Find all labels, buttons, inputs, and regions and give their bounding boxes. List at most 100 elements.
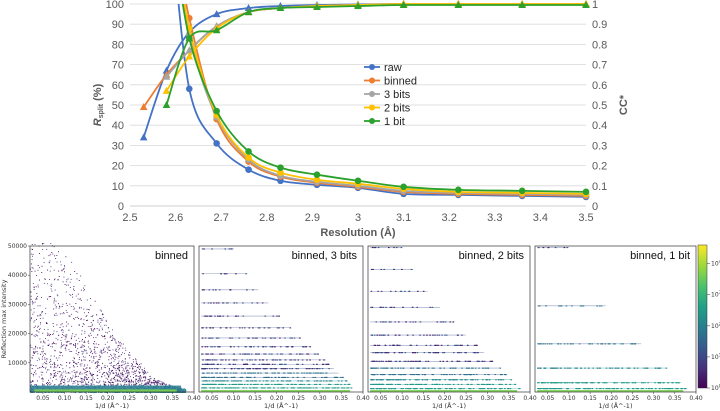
- intensity-point: [61, 323, 63, 325]
- intensity-point: [81, 378, 83, 379]
- intensity-point: [61, 378, 62, 380]
- intensity-point: [56, 294, 58, 296]
- intensity-point: [88, 370, 90, 372]
- intensity-point: [32, 348, 34, 350]
- intensity-point: [159, 383, 161, 385]
- intensity-point: [71, 380, 73, 382]
- intensity-point: [181, 387, 183, 389]
- x-tick-label: 0.10: [395, 395, 409, 402]
- intensity-point: [58, 251, 59, 253]
- intensity-point: [99, 380, 101, 382]
- intensity-point: [75, 334, 77, 336]
- intensity-point: [78, 325, 80, 326]
- intensity-point: [60, 374, 62, 376]
- intensity-point: [83, 378, 85, 380]
- intensity-point: [112, 336, 114, 338]
- intensity-point: [131, 380, 132, 381]
- intensity-point: [90, 326, 92, 327]
- intensity-point: [136, 369, 137, 371]
- intensity-point: [138, 392, 140, 393]
- intensity-point: [84, 370, 86, 372]
- y-tick-label: 40000: [8, 272, 27, 279]
- intensity-point: [88, 312, 89, 314]
- intensity-point: [68, 329, 70, 331]
- x-tick-label: 0.25: [292, 395, 306, 402]
- intensity-point: [66, 279, 68, 281]
- intensity-point: [135, 371, 137, 373]
- intensity-point: [128, 383, 130, 385]
- intensity-point: [112, 373, 114, 374]
- intensity-point: [90, 350, 92, 352]
- intensity-point: [117, 345, 119, 346]
- intensity-point: [51, 363, 53, 365]
- intensity-point: [113, 365, 114, 367]
- intensity-point: [55, 300, 57, 302]
- intensity-point: [101, 375, 103, 377]
- intensity-point: [81, 384, 83, 386]
- intensity-point: [42, 311, 43, 313]
- intensity-point: [80, 346, 82, 348]
- intensity-point: [65, 325, 67, 327]
- intensity-point: [61, 372, 63, 374]
- intensity-point: [65, 344, 67, 346]
- intensity-point: [146, 383, 148, 385]
- intensity-point: [93, 392, 95, 393]
- intensity-point: [122, 361, 124, 363]
- intensity-point: [135, 384, 137, 386]
- intensity-point: [154, 384, 156, 386]
- intensity-point: [101, 352, 103, 353]
- intensity-point: [39, 305, 41, 307]
- intensity-point: [92, 378, 94, 380]
- intensity-point: [144, 376, 146, 377]
- intensity-point: [128, 380, 130, 382]
- intensity-point: [118, 351, 119, 353]
- intensity-point: [88, 377, 90, 378]
- intensity-point: [53, 343, 55, 344]
- panel-frame: [367, 245, 531, 393]
- intensity-point: [92, 360, 94, 362]
- intensity-point: [98, 328, 100, 330]
- intensity-point: [130, 376, 131, 378]
- intensity-point: [94, 362, 96, 363]
- intensity-point: [49, 335, 51, 337]
- intensity-point: [54, 370, 56, 371]
- intensity-point: [33, 335, 35, 337]
- intensity-point: [101, 327, 103, 329]
- intensity-point: [54, 315, 56, 317]
- intensity-point: [86, 299, 88, 301]
- intensity-point: [52, 346, 53, 348]
- intensity-point: [41, 265, 43, 267]
- intensity-point: [37, 284, 39, 286]
- intensity-point: [110, 353, 112, 355]
- x-tick-label: 0.30: [144, 395, 158, 402]
- intensity-point: [105, 382, 107, 383]
- intensity-point: [37, 326, 38, 328]
- intensity-point: [83, 372, 85, 374]
- intensity-point: [114, 365, 116, 366]
- intensity-level-point: [452, 321, 455, 323]
- intensity-point: [81, 373, 83, 375]
- intensity-point: [122, 374, 123, 375]
- intensity-point: [84, 364, 86, 366]
- intensity-point: [124, 368, 126, 370]
- x-tick-label: 0.05: [205, 395, 219, 402]
- intensity-point: [39, 318, 41, 319]
- intensity-point: [90, 374, 92, 376]
- intensity-point: [35, 365, 37, 367]
- intensity-point: [30, 268, 31, 270]
- intensity-point: [61, 313, 63, 315]
- intensity-point: [77, 362, 79, 364]
- intensity-point: [51, 252, 53, 253]
- intensity-point: [72, 360, 74, 361]
- intensity-point: [127, 378, 129, 379]
- intensity-point: [125, 366, 127, 368]
- rsplit-point-1-bit: [400, 183, 407, 191]
- intensity-point: [117, 366, 119, 368]
- intensity-point: [65, 302, 67, 304]
- intensity-point: [142, 372, 144, 373]
- intensity-point: [50, 358, 51, 360]
- intensity-point: [97, 374, 99, 376]
- intensity-point: [56, 261, 58, 263]
- intensity-point: [36, 334, 38, 336]
- intensity-point: [184, 390, 185, 391]
